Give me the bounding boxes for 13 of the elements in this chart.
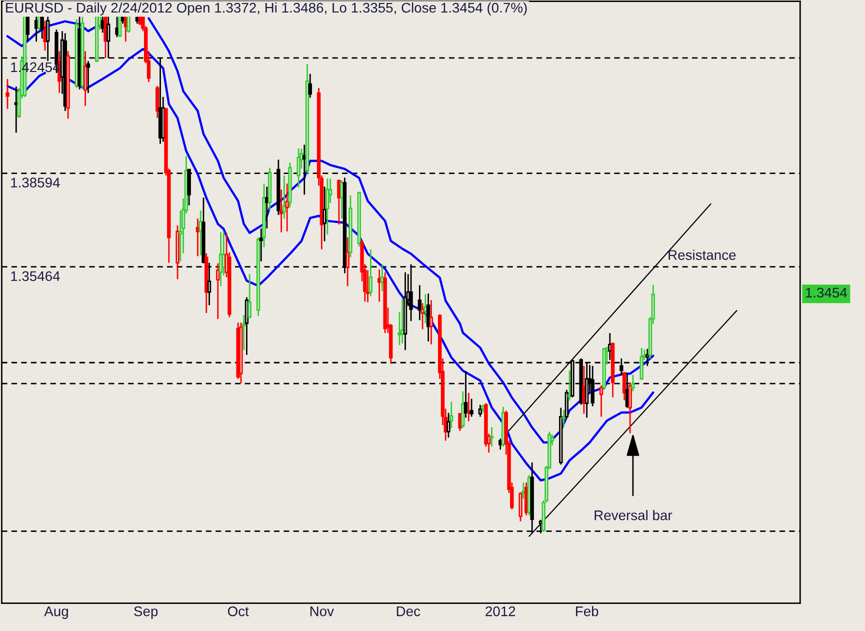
x-tick-label: Dec	[396, 606, 420, 616]
x-tick-label: Feb	[576, 606, 598, 616]
annotation: Reversal bar	[594, 510, 672, 520]
x-tick-label: Nov	[310, 606, 334, 616]
y-tick-label: 1.38594	[11, 178, 60, 188]
x-tick-label: Sep	[134, 606, 158, 619]
x-tick-label: Aug	[44, 606, 68, 619]
chart-title: EURUSD - Daily 2/24/2012 Open 1.3372, Hi 1.3486, Lo 1.3355, Close 1.3454 (0.7%)	[6, 2, 527, 16]
ref-line-label: Resistance	[668, 250, 736, 260]
y-tick-label: 1.35464	[11, 271, 60, 282]
text: 1.3454	[806, 288, 847, 298]
x-tick-label: Oct	[228, 606, 249, 616]
x-tick-label: 2012	[486, 606, 516, 616]
